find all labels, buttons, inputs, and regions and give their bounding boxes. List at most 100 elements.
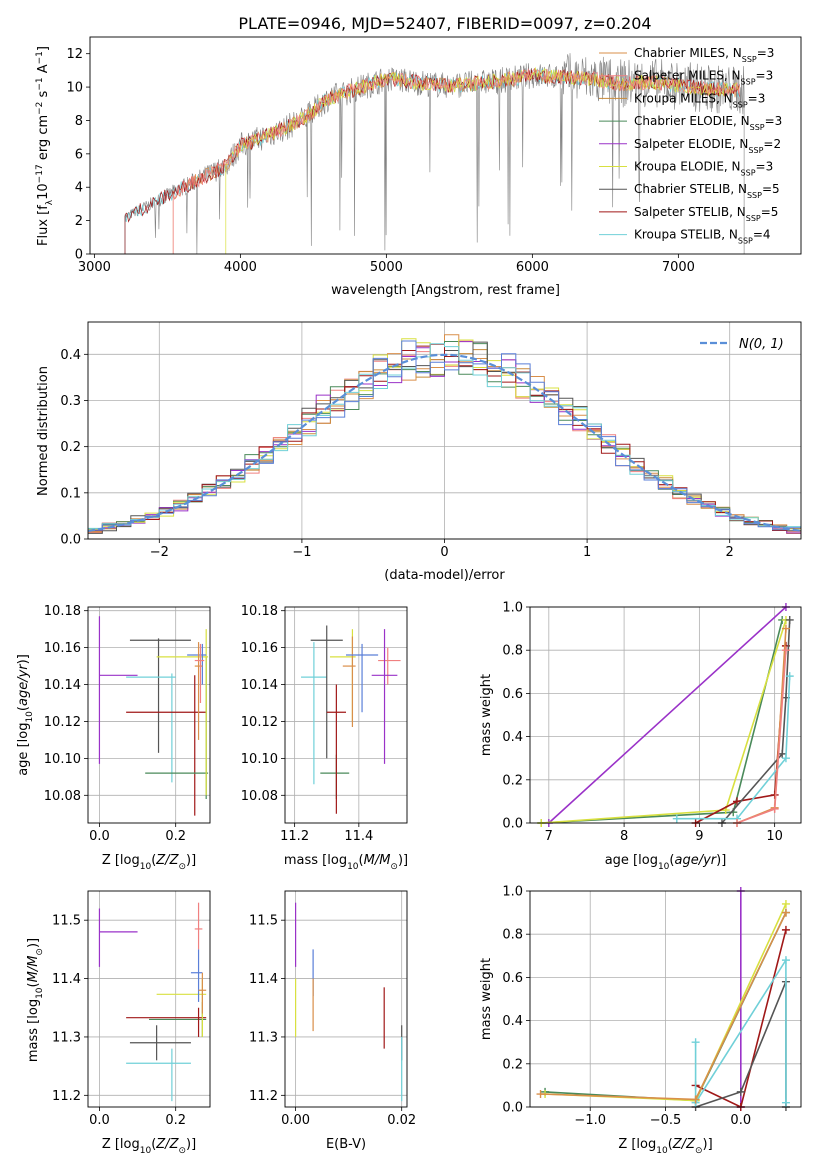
y-axis-label-part: −1 (35, 77, 45, 90)
x-axis-label-part: ( (668, 1137, 673, 1152)
axes-frame (89, 36, 802, 255)
weight-point-marker (778, 749, 787, 758)
legend-label-part: SSP (741, 77, 756, 86)
y-tick-label: 11.3 (249, 1030, 278, 1045)
y-tick-label: 2 (75, 214, 83, 229)
y-tick-label: 10.14 (241, 678, 278, 693)
weight-point-marker (672, 814, 681, 823)
x-axis-label: age [log10(age/yr)] (605, 853, 727, 872)
weight-series-line (548, 606, 787, 824)
y-tick-label: 8 (75, 114, 83, 129)
x-tick-label: 2 (726, 545, 734, 560)
x-axis-label: mass [log10(M/M⊙)] (284, 853, 408, 872)
y-axis-label-part: s (36, 90, 51, 101)
x-tick-label: 7000 (662, 260, 695, 275)
y-tick-label: 4 (75, 181, 83, 196)
x-tick-label: 0.0 (89, 829, 110, 844)
y-tick-label: 10.16 (241, 641, 278, 656)
axes-frame (529, 890, 802, 1108)
x-tick-label: 0.02 (387, 1113, 416, 1128)
x-axis-label-part: )] (716, 853, 726, 868)
y-tick-label: 10.12 (241, 715, 278, 730)
x-axis-label: Z [log10(Z/Z⊙)] (102, 1137, 196, 1156)
weight-point-marker (785, 615, 794, 624)
x-axis-label: (data-model)/error (384, 568, 505, 583)
x-axis-label-part: ⊙ (390, 862, 398, 872)
y-axis-label-part: age [log (16, 723, 31, 776)
x-tick-label: −1 (292, 545, 311, 560)
spectrum-panel: 3000 4000 5000 6000 7000 0 2 4 6 8 10 12 wavelength … (35, 36, 802, 298)
weight-series-line (694, 957, 787, 1106)
y-tick-label: 10.16 (44, 641, 81, 656)
gaussian-reference-line (87, 353, 802, 532)
x-axis-label-part: Z [log (102, 1137, 140, 1152)
x-tick-label: 1 (583, 545, 591, 560)
weight-point-marker (781, 624, 790, 633)
histogram-step-line (88, 343, 801, 531)
legend-label-part: Kroupa STELIB, N (634, 228, 738, 242)
y-tick-label: 1.0 (502, 885, 523, 900)
y-tick-label: 0 (75, 248, 83, 263)
y-tick-label: 10.10 (241, 752, 278, 767)
y-axis-label-part: −17 (35, 164, 45, 183)
y-tick-label: 0.0 (502, 1101, 523, 1116)
x-axis-label-part: ⊙ (178, 862, 186, 872)
weight-point-marker (781, 956, 790, 965)
y-tick-label: 0.8 (502, 928, 523, 943)
x-axis-label-part: )] (398, 853, 408, 868)
weight-series-line (676, 676, 791, 820)
y-axis-label: age [log10(age/yr)] (16, 654, 35, 776)
x-tick-label: 3000 (78, 260, 111, 275)
legend-label: N(0, 1) (739, 337, 784, 352)
x-axis-label-part: age/yr (674, 853, 717, 868)
y-axis-label-part: −2 (35, 102, 45, 115)
legend-label-part: =5 (762, 182, 780, 196)
y-axis-label-part: −1 (35, 51, 45, 64)
x-axis-label-part: 10 (347, 862, 359, 872)
x-axis-label: Z [log10(Z/Z⊙)] (102, 853, 196, 872)
weight-point-marker (781, 899, 790, 908)
y-tick-label: 0.4 (60, 348, 81, 363)
histogram-step-line (88, 341, 801, 531)
y-axis-label-part: mass [log (26, 999, 41, 1062)
legend-label-part: SSP (741, 168, 756, 177)
y-tick-label: 10.18 (44, 604, 81, 619)
x-tick-label: 10 (766, 829, 783, 844)
x-axis-label-part: ⊙ (178, 1146, 186, 1156)
legend-label: Kroupa STELIB, NSSP=4 (634, 228, 771, 246)
weight-point-marker (781, 754, 790, 763)
x-tick-label: −2 (150, 545, 169, 560)
weight-point-marker (781, 908, 790, 917)
legend-label-part: Chabrier ELODIE, N (634, 114, 750, 128)
y-tick-label: 12 (66, 47, 83, 62)
y-axis-label-part: 10 (36, 183, 51, 200)
legend-label-part: Kroupa ELODIE, N (634, 160, 741, 174)
y-axis-label-part: 10 (35, 987, 45, 999)
weight-point-marker (691, 1038, 700, 1047)
weight-series-line (721, 619, 791, 824)
y-tick-label: 10 (66, 81, 83, 96)
x-tick-label: 5000 (370, 260, 403, 275)
x-axis-label-part: )] (703, 1137, 713, 1152)
metallicity-age-panel: 0.0 0.2 10.08 10.10 10.12 10.14 10.16 10.18 Z [l… (16, 604, 211, 872)
x-tick-label: −1.0 (574, 1113, 606, 1128)
legend-label: Chabrier MILES, NSSP=3 (634, 46, 774, 64)
metallicity-weight-panel: −1.0 −0.5 0.0 0.0 0.2 0.4 0.6 0.8 1.0 mass weight… (479, 885, 802, 1156)
x-tick-label: 0 (440, 545, 448, 560)
histogram-step-line (88, 340, 801, 531)
legend-label-part: Kroupa MILES, N (634, 91, 733, 105)
metallicity-mass-panel: 0.0 0.211.211.311.411.5Z [log10(Z/Z⊙)]mas… (26, 890, 211, 1156)
y-tick-label: 10.08 (44, 789, 81, 804)
x-axis-label-part: )] (186, 1137, 196, 1152)
x-axis-label: E(B-V) (326, 1137, 366, 1152)
legend-label: Kroupa ELODIE, NSSP=3 (634, 160, 773, 178)
x-axis-label-part: age [log (605, 853, 658, 868)
y-axis-label: mass [log10(M/M⊙)] (26, 938, 45, 1062)
y-axis-label-part: ( (16, 706, 31, 711)
x-axis-label-part: 10 (140, 862, 152, 872)
x-axis-label-part: ⊙ (695, 1146, 703, 1156)
legend-label-part: =3 (756, 69, 774, 83)
x-axis-label-part: )] (186, 853, 196, 868)
legend-label-part: Salpeter STELIB, N (634, 205, 746, 219)
weight-series-line (695, 645, 787, 824)
